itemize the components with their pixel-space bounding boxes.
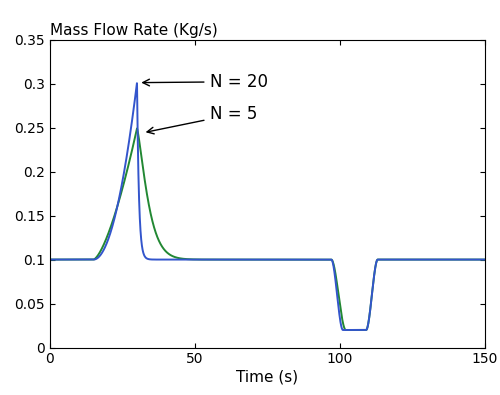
Text: Mass Flow Rate (Kg/s): Mass Flow Rate (Kg/s)	[50, 23, 218, 38]
X-axis label: Time (s): Time (s)	[236, 369, 298, 384]
Text: N = 20: N = 20	[143, 73, 268, 91]
Text: N = 5: N = 5	[147, 105, 257, 134]
